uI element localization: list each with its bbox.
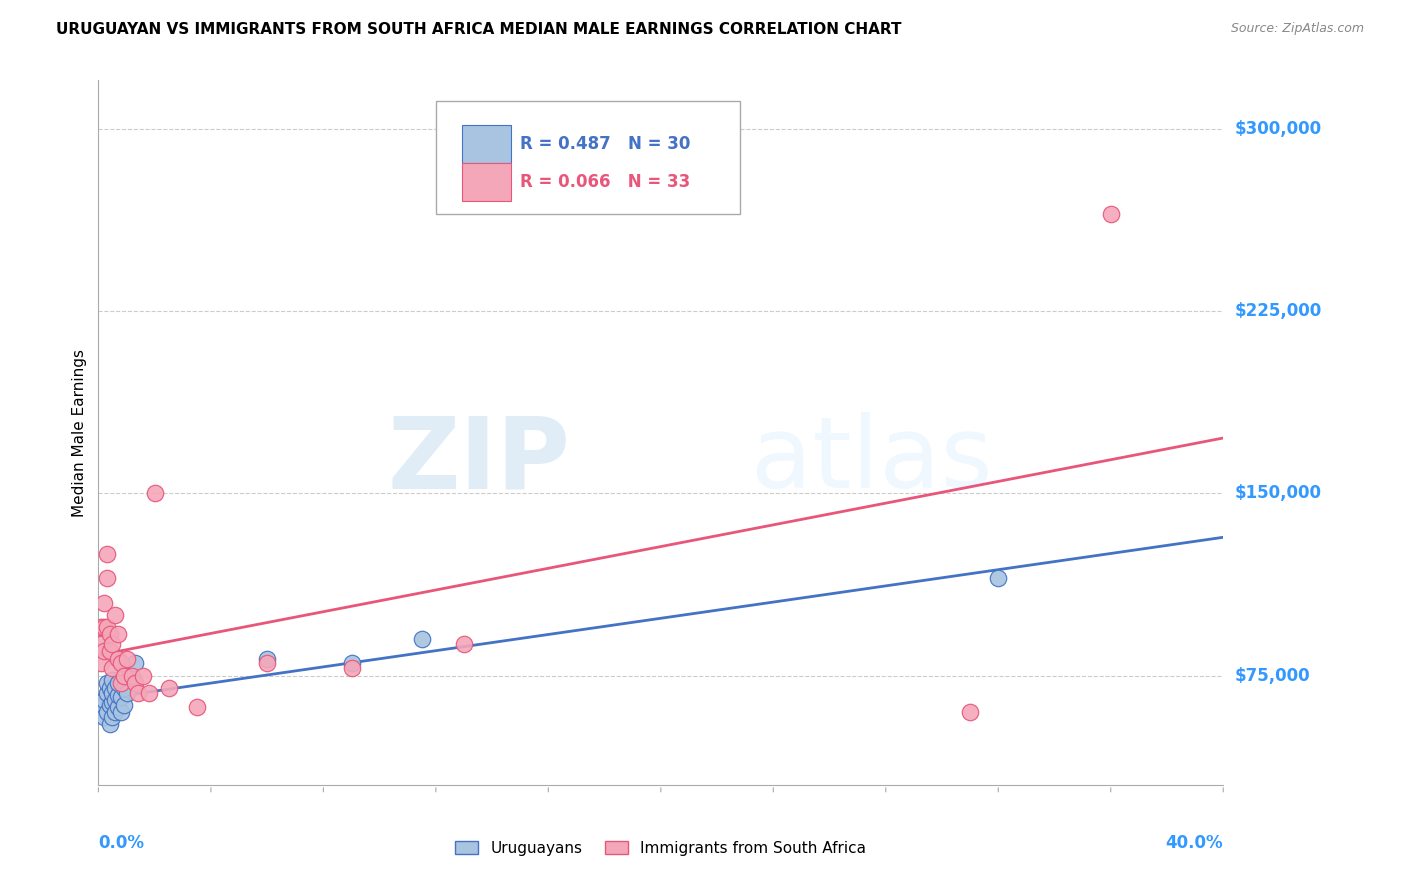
Point xyxy=(987,571,1010,585)
Point xyxy=(107,700,129,714)
Point xyxy=(90,620,112,634)
Point xyxy=(101,695,124,709)
Text: atlas: atlas xyxy=(751,412,993,509)
Text: Source: ZipAtlas.com: Source: ZipAtlas.com xyxy=(1230,22,1364,36)
Point xyxy=(121,668,143,682)
Point xyxy=(96,547,118,561)
Point xyxy=(112,698,135,712)
Point xyxy=(107,688,129,702)
Y-axis label: Median Male Earnings: Median Male Earnings xyxy=(72,349,87,516)
Point xyxy=(340,657,363,671)
Text: ZIP: ZIP xyxy=(388,412,571,509)
Point xyxy=(101,685,124,699)
Point xyxy=(104,705,127,719)
Point xyxy=(93,620,115,634)
Point xyxy=(112,681,135,695)
Point xyxy=(132,668,155,682)
Point xyxy=(90,657,112,671)
Point xyxy=(98,717,121,731)
Point xyxy=(96,685,118,699)
Point xyxy=(98,698,121,712)
Point xyxy=(1099,207,1122,221)
Point xyxy=(110,690,132,705)
Point xyxy=(124,676,146,690)
Point xyxy=(90,637,112,651)
Point xyxy=(110,657,132,671)
Point xyxy=(104,681,127,695)
Point xyxy=(101,637,124,651)
Point xyxy=(96,705,118,719)
Point xyxy=(104,693,127,707)
Point xyxy=(118,668,141,682)
Point xyxy=(107,651,129,665)
Point xyxy=(138,685,160,699)
Point xyxy=(93,693,115,707)
Point xyxy=(93,644,115,658)
Text: $75,000: $75,000 xyxy=(1234,666,1310,685)
Point xyxy=(256,651,278,665)
Point xyxy=(93,710,115,724)
Point xyxy=(101,710,124,724)
Point xyxy=(104,607,127,622)
Point xyxy=(340,661,363,675)
FancyBboxPatch shape xyxy=(436,102,740,214)
Text: $300,000: $300,000 xyxy=(1234,120,1322,138)
Text: $150,000: $150,000 xyxy=(1234,484,1322,502)
Point xyxy=(186,700,208,714)
Text: 0.0%: 0.0% xyxy=(98,834,145,852)
Point xyxy=(96,571,118,585)
Point xyxy=(98,627,121,641)
Text: $225,000: $225,000 xyxy=(1234,302,1322,320)
Point xyxy=(157,681,180,695)
Point xyxy=(453,637,475,651)
Point xyxy=(107,627,129,641)
Point xyxy=(143,486,166,500)
Point xyxy=(127,685,149,699)
Point xyxy=(112,668,135,682)
Text: 40.0%: 40.0% xyxy=(1166,834,1223,852)
Point xyxy=(107,676,129,690)
FancyBboxPatch shape xyxy=(461,163,512,202)
Point xyxy=(101,673,124,688)
Point xyxy=(115,651,138,665)
Legend: Uruguayans, Immigrants from South Africa: Uruguayans, Immigrants from South Africa xyxy=(449,835,873,862)
Point xyxy=(98,644,121,658)
Point xyxy=(115,685,138,699)
Text: URUGUAYAN VS IMMIGRANTS FROM SOUTH AFRICA MEDIAN MALE EARNINGS CORRELATION CHART: URUGUAYAN VS IMMIGRANTS FROM SOUTH AFRIC… xyxy=(56,22,901,37)
Text: R = 0.487   N = 30: R = 0.487 N = 30 xyxy=(520,135,690,153)
Point xyxy=(96,676,118,690)
Point xyxy=(93,596,115,610)
Point xyxy=(959,705,981,719)
Point xyxy=(411,632,433,647)
Point xyxy=(256,657,278,671)
Point xyxy=(110,705,132,719)
Text: R = 0.066   N = 33: R = 0.066 N = 33 xyxy=(520,173,690,192)
Point xyxy=(98,681,121,695)
FancyBboxPatch shape xyxy=(461,125,512,162)
Point xyxy=(90,700,112,714)
Point xyxy=(101,661,124,675)
Point xyxy=(96,620,118,634)
Point xyxy=(110,676,132,690)
Point xyxy=(124,657,146,671)
